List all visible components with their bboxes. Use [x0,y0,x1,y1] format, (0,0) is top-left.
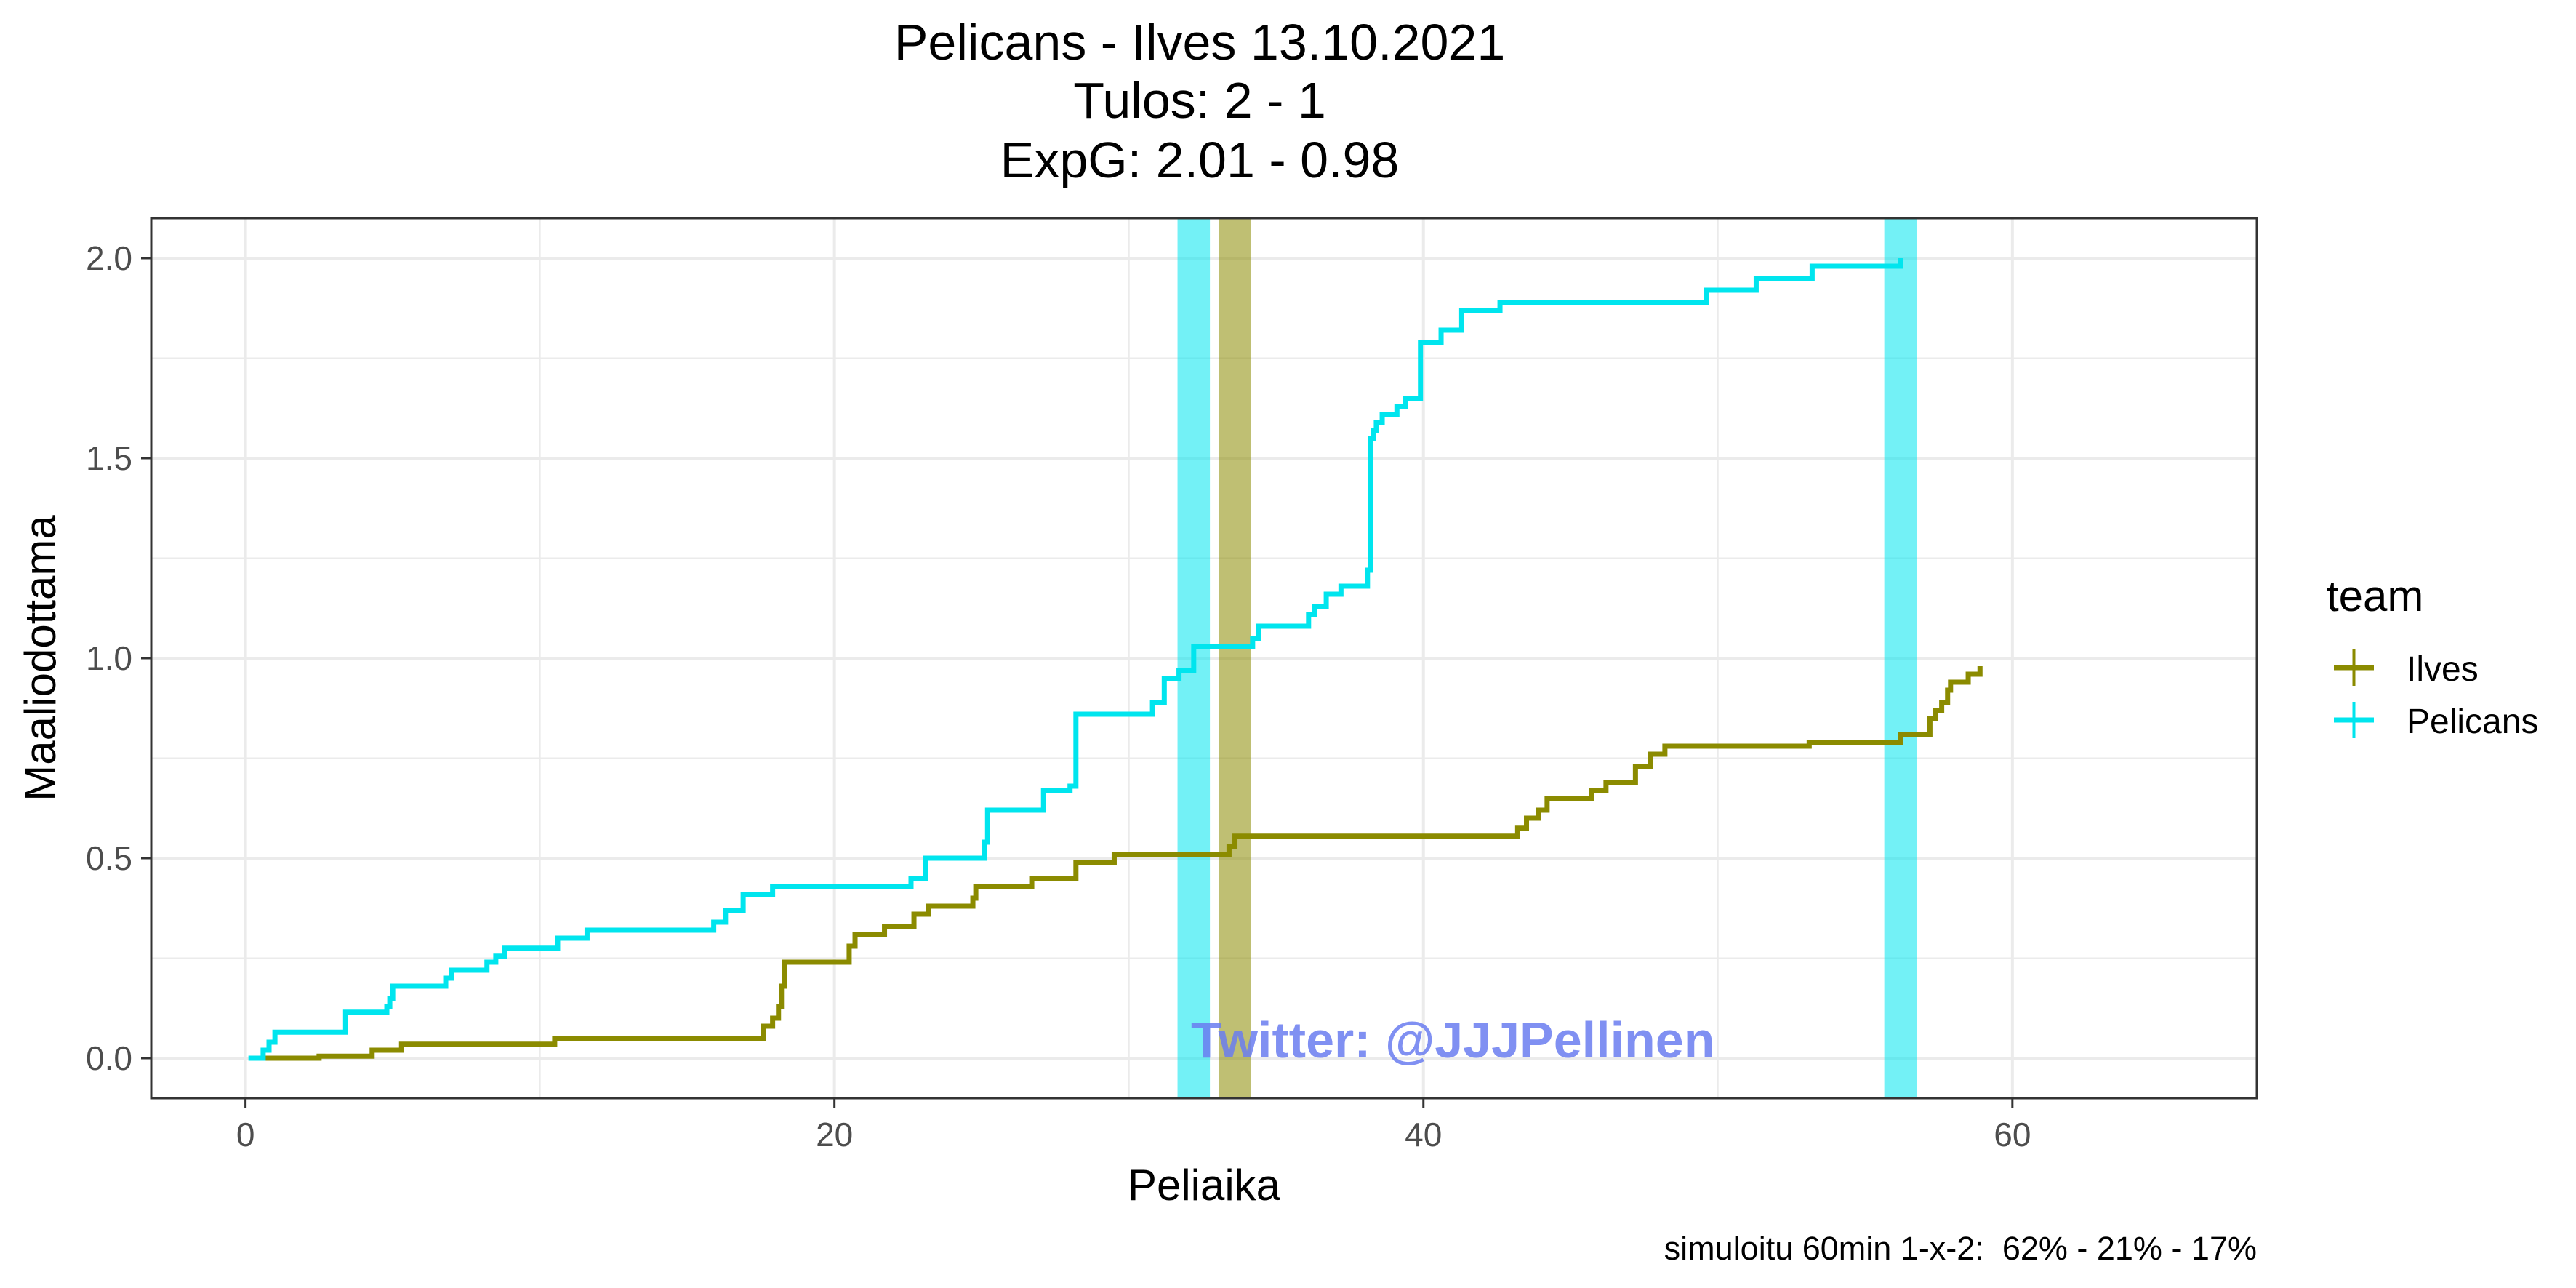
y-tick-label: 0.0 [86,1039,132,1077]
y-axis-label: Maaliodottama [16,515,65,801]
x-axis-label: Peliaika [1128,1161,1281,1209]
goal-marker-pelicans [1884,218,1917,1098]
legend-key-ilves [2334,649,2374,686]
legend-label-pelicans: Pelicans [2407,703,2538,741]
x-tick-label: 0 [236,1116,255,1153]
y-tick-label: 1.5 [86,439,132,477]
y-tick-label: 1.0 [86,639,132,677]
y-axis-ticks: 0.0 0.5 1.0 1.5 2.0 [86,239,151,1077]
series-line-pelicans [248,258,1903,1061]
legend-title: team [2327,572,2423,620]
chart-subtitle-line-2: ExpG: 2.01 - 0.98 [1000,132,1400,188]
x-tick-label: 40 [1405,1116,1442,1153]
legend-key-pelicans [2334,702,2374,738]
y-tick-label: 0.5 [86,839,132,877]
series-line-ilves [251,666,1983,1061]
chart-caption: simuloitu 60min 1-x-2: 62% - 21% - 17% [1664,1230,2257,1267]
legend-label-ilves: Ilves [2407,650,2479,689]
y-tick-label: 2.0 [86,239,132,277]
watermark-text: Twitter: @JJJPellinen [1191,1012,1714,1068]
chart-title: Pelicans - Ilves 13.10.2021 [894,14,1506,71]
legend: team Ilves Pelicans [2327,572,2538,741]
chart-subtitle-line-1: Tulos: 2 - 1 [1073,72,1326,129]
x-axis-ticks: 0 20 40 60 [236,1098,2031,1153]
x-tick-label: 60 [1994,1116,2031,1153]
goal-marker-ilves [1219,218,1251,1098]
series-lines [248,258,1983,1061]
x-tick-label: 20 [816,1116,853,1153]
